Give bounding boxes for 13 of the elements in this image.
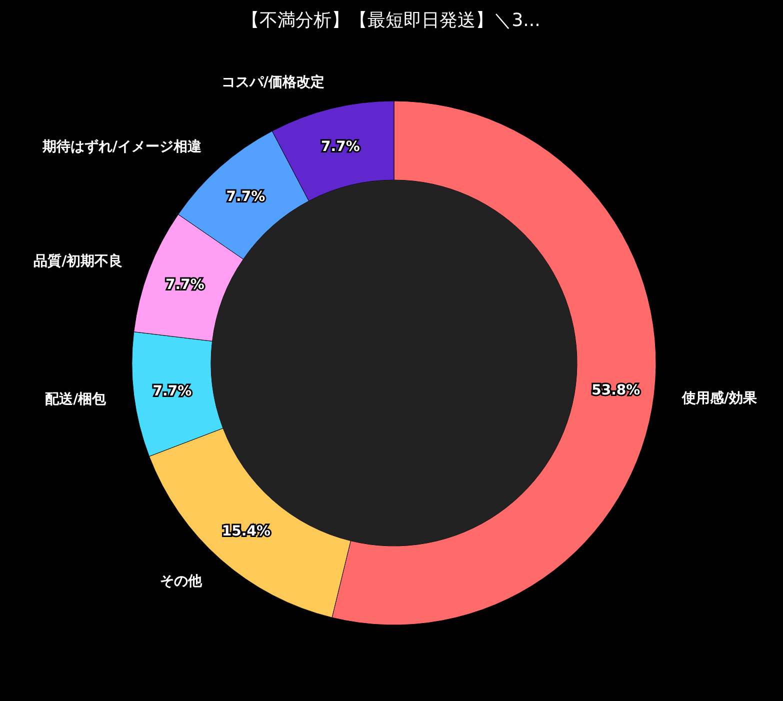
data-label: 7.7% bbox=[321, 139, 360, 156]
data-label: 53.8% bbox=[592, 382, 640, 399]
chart-title: 【不満分析】【最短即日発送】＼3... bbox=[242, 10, 540, 31]
data-label: 7.7% bbox=[152, 383, 192, 400]
data-label: 7.7% bbox=[166, 277, 204, 293]
data-label: 7.7% bbox=[226, 188, 266, 205]
slice-label: 使用感/効果 bbox=[680, 390, 758, 407]
slice-label: 期待はずれ/イメージ相違 bbox=[41, 139, 203, 156]
slice-label: その他 bbox=[160, 574, 204, 590]
slice-label: コスパ/価格改定 bbox=[221, 73, 325, 90]
slice-label: 配送/梱包 bbox=[45, 391, 108, 408]
slice-label: 品質/初期不良 bbox=[34, 252, 123, 270]
data-label: 15.4% bbox=[222, 524, 270, 540]
